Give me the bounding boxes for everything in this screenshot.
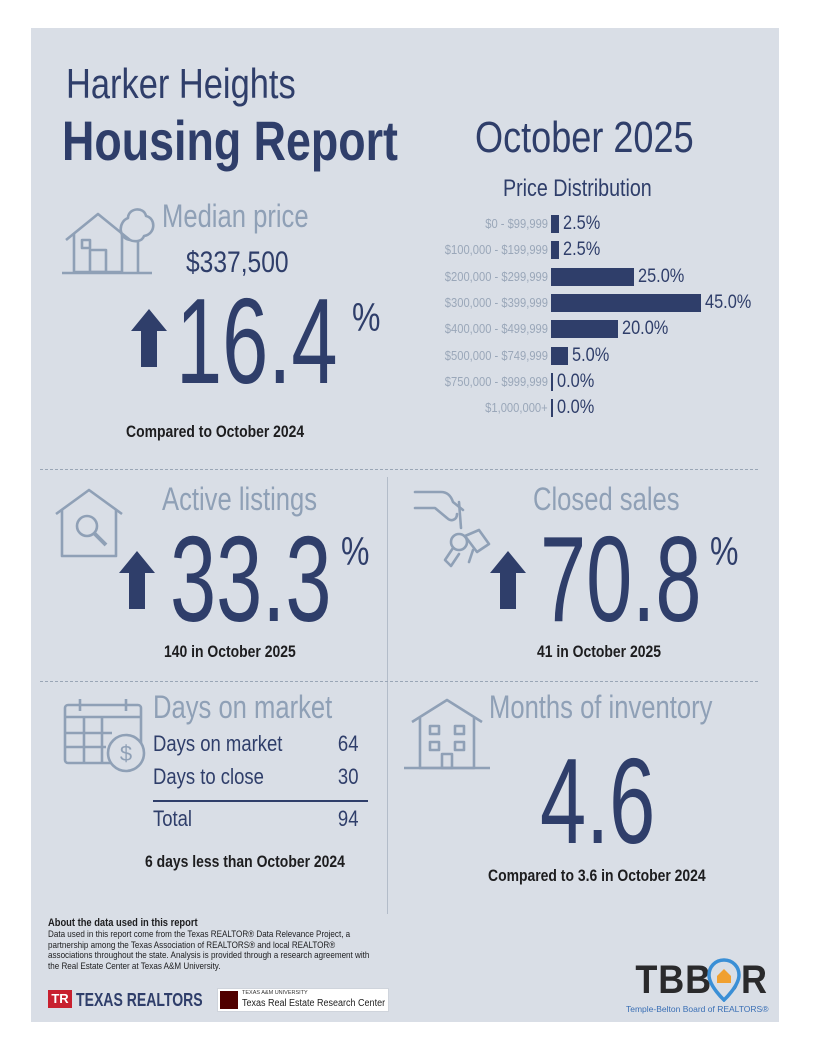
price-range-label: $500,000 - $749,999: [444, 347, 548, 363]
report-month: October 2025: [475, 113, 694, 162]
months-inventory-title: Months of inventory: [489, 689, 713, 725]
price-range-label: $0 - $99,999: [485, 216, 548, 231]
price-distribution-bar: [551, 320, 618, 339]
texas-realtors-logo: TR TEXAS REALTORS: [48, 990, 238, 1011]
report-title: Housing Report: [62, 109, 398, 172]
arrow-up-icon: [131, 309, 167, 367]
tr-mark-icon: TR: [48, 990, 72, 1008]
tbbor-logo: TBBOR: [635, 958, 768, 1002]
median-change-unit: %: [352, 296, 381, 340]
closed-change-value: 70.8: [540, 511, 702, 647]
price-distribution-bar: [551, 372, 553, 391]
tbbor-subtitle: Temple-Belton Board of REALTORS®: [626, 1004, 769, 1014]
price-distribution-value: 2.5%: [563, 239, 601, 261]
active-caption: 140 in October 2025: [164, 642, 296, 661]
tamu-logo: TEXAS A&M UNIVERSITY Texas Real Estate R…: [217, 988, 389, 1012]
days-on-market-title: Days on market: [153, 689, 333, 725]
price-distribution-value: 5.0%: [571, 344, 609, 366]
inventory-caption: Compared to 3.6 in October 2024: [488, 866, 706, 885]
price-distribution-value: 25.0%: [638, 265, 685, 287]
days-row-label: Days on market: [153, 731, 283, 756]
arrow-up-icon: [490, 551, 526, 609]
divider: [40, 469, 758, 470]
closed-sales-title: Closed sales: [533, 481, 680, 517]
report-panel: [31, 28, 779, 1022]
hand-keys-icon: [413, 490, 491, 568]
price-distribution-row: $500,000 - $749,999 5.0%: [400, 345, 780, 367]
svg-text:$: $: [120, 741, 132, 766]
price-distribution-value: 0.0%: [557, 397, 595, 419]
active-change-value: 33.3: [170, 511, 332, 647]
price-distribution-row: $400,000 - $499,999 20.0%: [400, 318, 780, 340]
price-range-label: $750,000 - $999,999: [444, 373, 548, 389]
days-row-value: 64: [337, 731, 358, 756]
price-range-label: $200,000 - $299,999: [444, 268, 548, 284]
price-distribution-row: $0 - $99,999 2.5%: [400, 213, 780, 235]
months-inventory-value: 4.6: [540, 733, 656, 869]
price-distribution-value: 20.0%: [621, 318, 668, 340]
closed-caption: 41 in October 2025: [537, 642, 661, 661]
price-distribution-value: 2.5%: [563, 213, 601, 234]
days-total-label: Total: [153, 806, 193, 831]
price-range-label: $400,000 - $499,999: [444, 321, 548, 337]
median-change-value: 16.4: [176, 273, 338, 409]
days-row-value: 30: [337, 764, 358, 789]
column-divider: [387, 477, 388, 914]
about-heading: About the data used in this report: [48, 917, 198, 929]
price-distribution-row: $300,000 - $399,999 45.0%: [400, 292, 780, 314]
house-tree-icon: [62, 208, 155, 275]
price-distribution-value: 0.0%: [557, 370, 595, 392]
price-distribution-row: $100,000 - $199,999 2.5%: [400, 239, 780, 261]
price-distribution-row: $200,000 - $299,999 25.0%: [400, 266, 780, 288]
calendar-dollar-icon: $: [63, 699, 146, 773]
price-distribution-value: 45.0%: [705, 291, 752, 313]
days-total-rule: [153, 800, 368, 802]
city-name: Harker Heights: [66, 60, 296, 107]
price-range-label: $100,000 - $199,999: [444, 242, 548, 258]
active-listings-title: Active listings: [162, 481, 318, 517]
price-distribution-bar: [551, 267, 635, 286]
median-price-value: $337,500: [186, 246, 289, 279]
price-distribution-bar: [551, 215, 560, 233]
price-range-label: $300,000 - $399,999: [444, 294, 548, 310]
price-distribution-bar: [551, 399, 553, 418]
atm-mark-icon: [220, 991, 238, 1009]
about-body: Data used in this report come from the T…: [48, 929, 370, 972]
price-distribution-bar: [551, 293, 701, 312]
divider: [40, 681, 758, 682]
days-row-label: Days to close: [153, 764, 264, 789]
price-distribution-row: $750,000 - $999,999 0.0%: [400, 371, 780, 393]
location-pin-icon: [707, 958, 741, 1002]
median-price-title: Median price: [162, 198, 309, 234]
days-total-value: 94: [337, 806, 358, 831]
price-distribution-bar: [551, 346, 568, 365]
price-distribution-row: $1,000,000+ 0.0%: [400, 397, 780, 419]
building-icon: [404, 698, 490, 770]
days-caption: 6 days less than October 2024: [145, 852, 345, 871]
price-distribution-title: Price Distribution: [503, 175, 652, 202]
median-caption: Compared to October 2024: [126, 422, 305, 441]
price-distribution-bar: [551, 241, 560, 260]
active-change-unit: %: [341, 530, 370, 574]
closed-change-unit: %: [710, 530, 739, 574]
house-search-icon: [55, 488, 123, 558]
price-range-label: $1,000,000+: [485, 400, 548, 416]
arrow-up-icon: [119, 551, 155, 609]
